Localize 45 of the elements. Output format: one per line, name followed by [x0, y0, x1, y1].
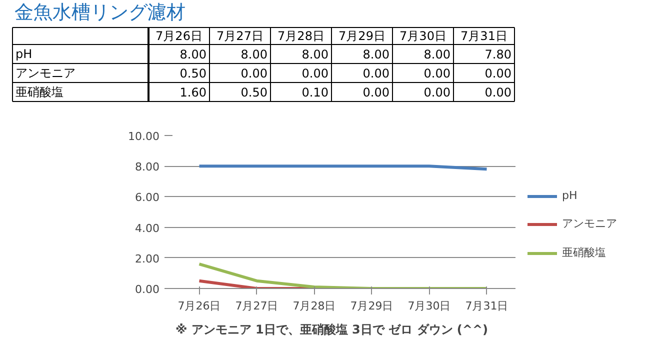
- legend-label: 亜硝酸塩: [562, 245, 606, 260]
- y-tick-label: 4.00: [135, 222, 160, 235]
- line-series: [198, 262, 488, 288]
- legend-label: アンモニア: [562, 216, 617, 231]
- category-label: 7月26日: [156, 29, 202, 43]
- category-label: 7月28日: [278, 29, 324, 43]
- chart-title: 金魚水槽リング濾材: [14, 2, 186, 24]
- x-tick-label: 7月31日: [465, 300, 508, 312]
- data-label: 0.00: [484, 86, 512, 100]
- category-label: 7月29日: [338, 29, 386, 43]
- data-label: 8.00: [240, 48, 268, 62]
- text: pH: [16, 47, 32, 61]
- text: ※ アンモニア 1日で、亜硝酸塩 3日で ゼロ ダウン (^^): [176, 322, 488, 336]
- y-tick-label: 2.00: [135, 252, 160, 266]
- data-label: 8.00: [302, 48, 328, 62]
- text: 0.00: [424, 66, 450, 80]
- x-tick-label: 7月29日: [350, 300, 394, 312]
- x-tick-label: 7月30日: [408, 300, 451, 312]
- x-tick-label: 7月28日: [292, 300, 336, 312]
- category-label: 7月27日: [216, 29, 264, 43]
- text: 0.00: [484, 66, 512, 80]
- x-tick-label: 7月27日: [235, 300, 278, 312]
- y-tick-label: 6.00: [135, 191, 160, 204]
- x-tick-label: 7月26日: [178, 300, 221, 312]
- data-label: 0.00: [302, 66, 328, 80]
- data-label: 7.80: [484, 48, 512, 62]
- y-tick-label: 8.00: [135, 160, 160, 174]
- data-label: 8.00: [424, 48, 450, 62]
- data-label: 0.00: [362, 86, 390, 100]
- y-tick-label: 0.00: [135, 283, 160, 296]
- category-label: 7月30日: [400, 29, 446, 43]
- data-label: 0.00: [362, 66, 390, 80]
- data-label: 1.60: [180, 86, 206, 100]
- y-tick-label: 10.00: [128, 130, 160, 143]
- legend-label: pH: [562, 189, 578, 202]
- data-label: 0.50: [240, 86, 268, 100]
- data-label: 0.00: [424, 86, 450, 100]
- data-label: 0.10: [302, 86, 328, 100]
- data-label: 0.00: [240, 66, 268, 80]
- text: 亜硝酸塩: [16, 85, 64, 99]
- data-label: 0.50: [180, 66, 206, 80]
- data-label: 8.00: [362, 48, 390, 62]
- category-label: 7月31日: [460, 29, 508, 43]
- text: アンモニア: [16, 66, 76, 80]
- data-label: 8.00: [180, 48, 206, 62]
